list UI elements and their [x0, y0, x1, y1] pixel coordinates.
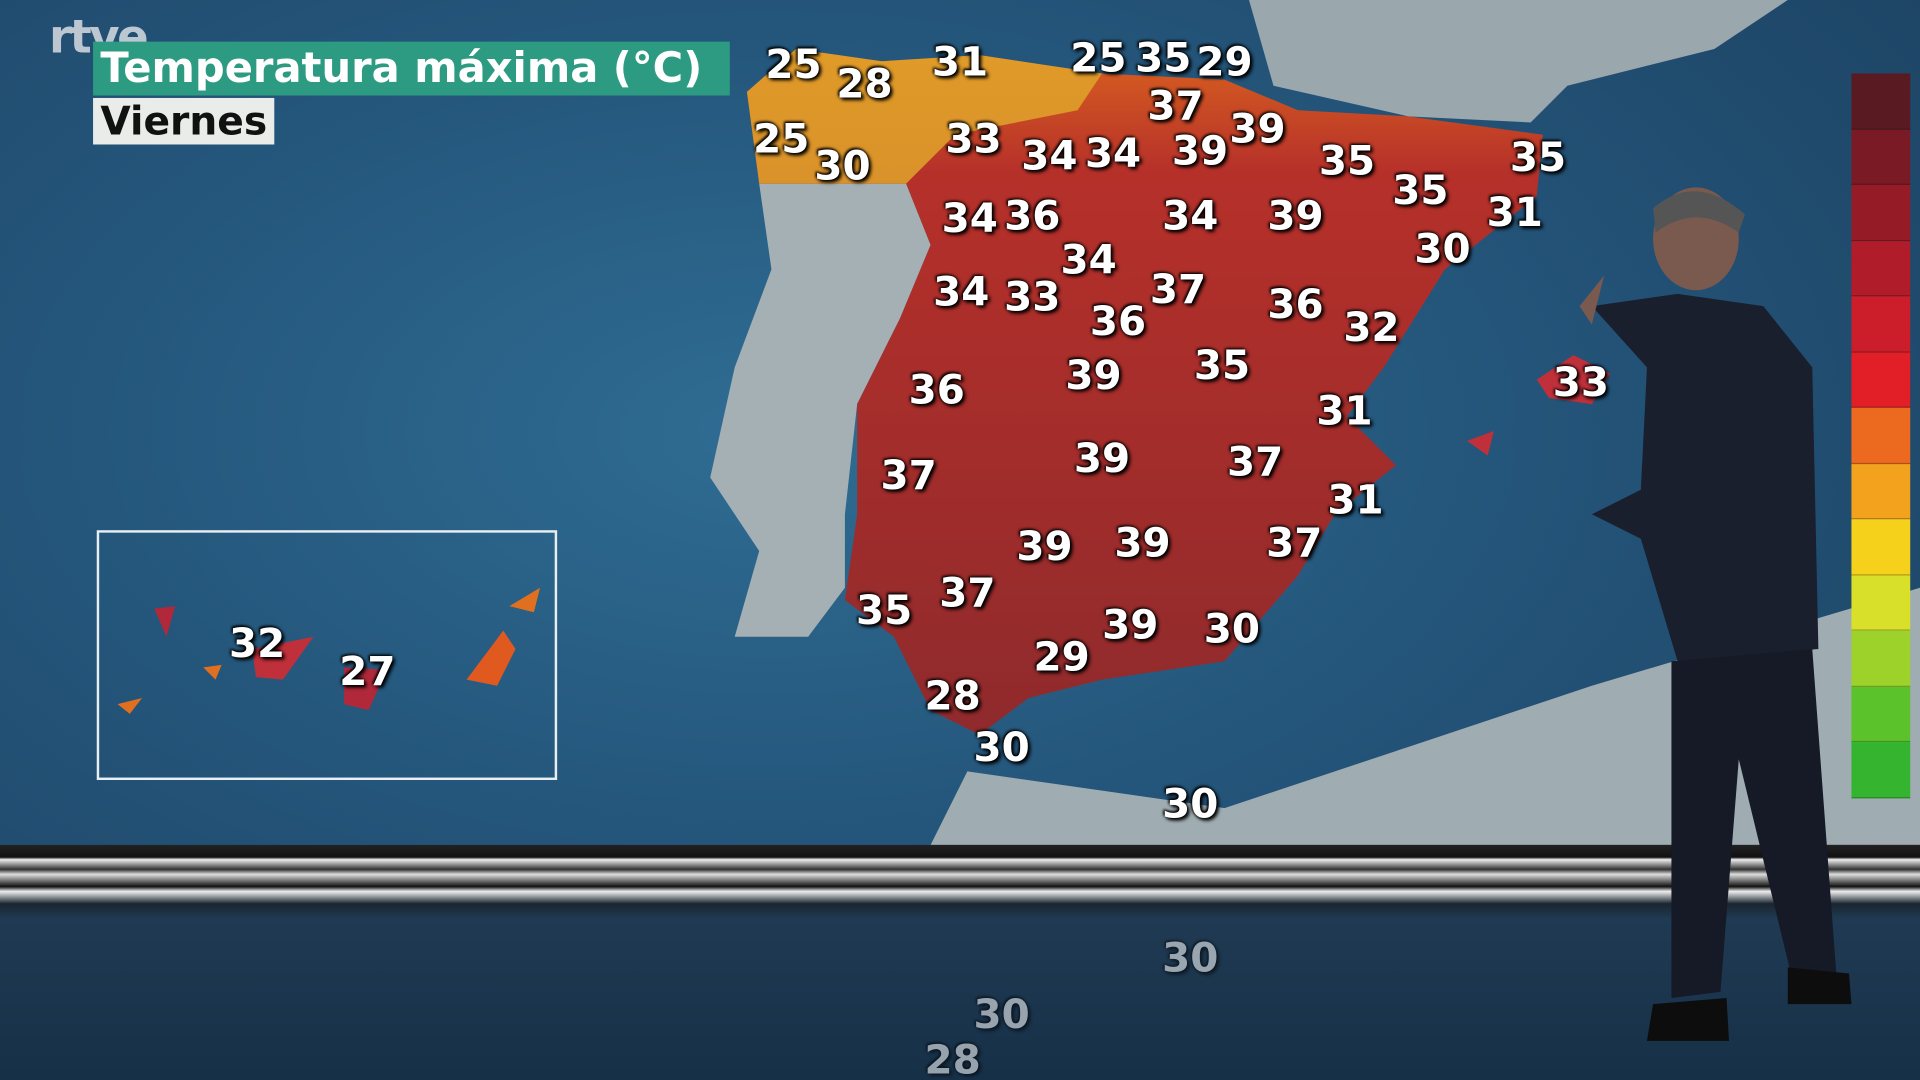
temperature-label: 35	[1193, 341, 1251, 389]
spain-landmass	[746, 48, 1543, 735]
temperature-label: 31	[1316, 386, 1373, 435]
france-landmass	[1248, 0, 1788, 123]
reflected-temperature-label: 28	[924, 1035, 981, 1080]
temperature-label: 30	[1414, 224, 1471, 273]
color-scale-step	[1851, 129, 1911, 185]
temperature-label: 37	[1149, 265, 1207, 313]
color-scale-step	[1851, 574, 1911, 631]
temperature-label: 27	[339, 647, 396, 695]
temperature-label: 33	[1004, 272, 1061, 321]
map-title: Temperatura máxima (°C)	[93, 41, 730, 96]
temperature-label: 36	[908, 365, 965, 414]
temperature-label: 36	[1267, 279, 1324, 328]
temperature-label: 25	[753, 114, 810, 163]
temperature-label: 34	[1162, 191, 1219, 240]
temperature-label: 39	[1065, 350, 1122, 399]
color-scale-step	[1851, 742, 1911, 798]
color-scale-step	[1851, 352, 1911, 408]
temperature-label: 32	[1343, 303, 1400, 351]
mallorca-island	[1536, 355, 1611, 405]
temperature-label: 37	[939, 568, 996, 617]
portugal-landmass	[710, 183, 931, 637]
temperature-label: 34	[933, 267, 990, 316]
temperature-label: 30	[973, 723, 1030, 771]
color-scale-step	[1851, 519, 1911, 575]
temperature-label: 29	[1196, 37, 1253, 86]
temperature-label: 33	[945, 114, 1002, 163]
color-scale-step	[1851, 296, 1911, 353]
temperature-label: 37	[1226, 437, 1284, 486]
temperature-label: 25	[1070, 33, 1127, 82]
ibiza-island	[1466, 431, 1494, 456]
temperature-label: 31	[1486, 187, 1543, 236]
temperature-label: 36	[1089, 296, 1147, 345]
studio-floor	[0, 844, 1920, 1080]
temperature-label: 31	[931, 37, 989, 86]
temperature-label: 31	[1327, 475, 1384, 524]
temperature-label: 33	[1552, 358, 1609, 406]
temperature-label: 29	[1033, 632, 1090, 681]
temperature-label: 37	[1266, 518, 1323, 567]
temperature-label: 34	[1084, 129, 1142, 177]
temperature-label: 35	[855, 585, 913, 634]
temperature-label: 39	[1171, 126, 1229, 175]
temperature-label: 34	[1021, 131, 1078, 180]
color-scale-step	[1851, 240, 1911, 297]
temperature-label: 34	[1060, 235, 1117, 284]
temperature-label: 35	[1318, 136, 1376, 185]
temperature-label: 30	[814, 141, 871, 190]
temperature-label: 34	[941, 194, 998, 242]
temperature-label: 39	[1016, 522, 1073, 571]
temperature-label: 39	[1114, 518, 1171, 567]
temperature-label: 28	[924, 671, 981, 720]
forecast-day: Viernes	[93, 97, 275, 145]
temperature-label: 35	[1509, 132, 1567, 181]
temperature-label: 35	[1135, 33, 1192, 82]
color-scale-step	[1851, 630, 1911, 687]
temperature-label: 36	[1004, 191, 1061, 240]
color-scale-step	[1851, 184, 1911, 241]
color-scale-step	[1851, 686, 1911, 743]
temperature-label: 32	[229, 618, 286, 667]
color-scale-step	[1851, 73, 1911, 130]
temperature-color-scale	[1851, 73, 1911, 798]
temperature-label: 30	[1162, 779, 1219, 828]
temperature-label: 37	[1147, 81, 1204, 130]
reflected-temperature-label: 30	[1162, 933, 1219, 982]
color-scale-step	[1851, 407, 1911, 464]
temperature-label: 39	[1267, 191, 1324, 240]
canary-islands-inset	[96, 530, 558, 781]
temperature-label: 25	[765, 39, 822, 88]
galicia-cantabria-band	[746, 48, 1103, 184]
temperature-label: 37	[880, 451, 937, 499]
temperature-label: 39	[1102, 600, 1159, 649]
canary-islands-map	[117, 587, 541, 714]
temperature-label: 35	[1392, 165, 1449, 214]
reflected-temperature-label: 30	[973, 990, 1030, 1038]
temperature-label: 28	[836, 59, 893, 108]
temperature-label: 39	[1229, 104, 1286, 153]
temperature-label: 39	[1073, 434, 1131, 482]
color-scale-step	[1851, 463, 1911, 520]
temperature-label: 30	[1203, 604, 1260, 653]
